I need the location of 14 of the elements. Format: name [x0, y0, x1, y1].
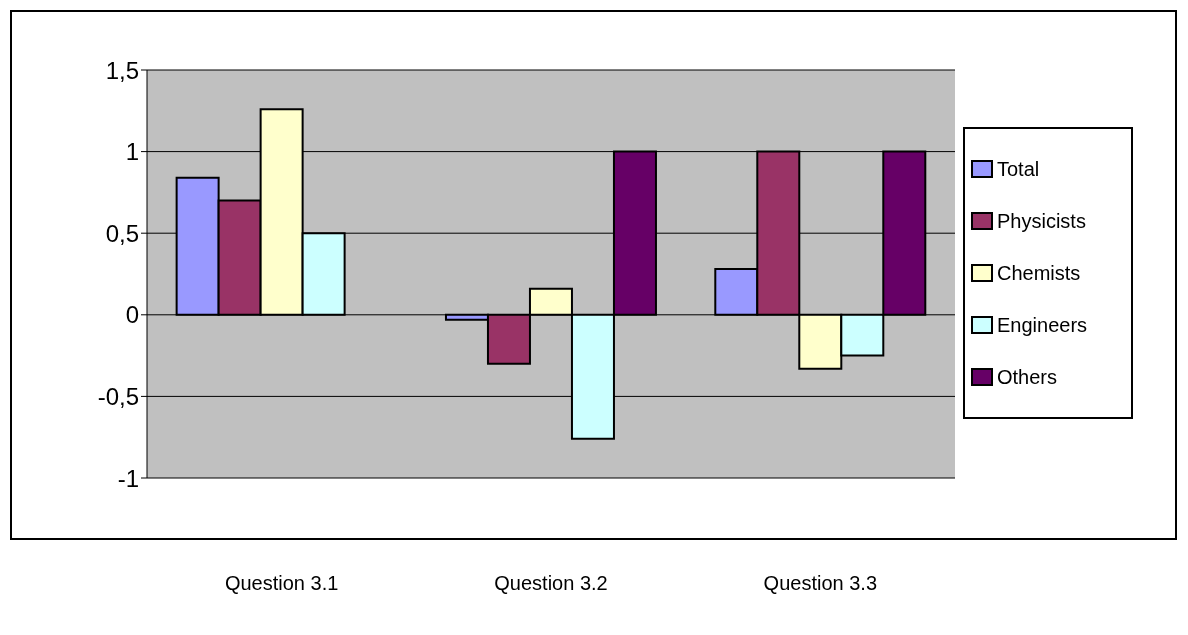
- y-tick-label: 1: [125, 138, 139, 166]
- y-tick-label: 1,5: [105, 56, 139, 84]
- legend-label: Engineers: [997, 313, 1088, 337]
- legend-label: Total: [997, 157, 1040, 181]
- y-tick-label: -0,5: [97, 382, 139, 410]
- x-tick-label: Question 3.2: [493, 572, 609, 595]
- y-tick-label: 0,5: [105, 219, 139, 247]
- x-tick-label: Question 3.3: [762, 572, 879, 595]
- y-tick-label: 0: [125, 301, 139, 329]
- y-tick-label: -1: [117, 464, 139, 492]
- legend-label: Chemists: [997, 261, 1081, 285]
- x-tick-label: Question 3.1: [223, 572, 340, 595]
- legend-label: Physicists: [997, 209, 1086, 233]
- legend-label: Others: [997, 365, 1058, 389]
